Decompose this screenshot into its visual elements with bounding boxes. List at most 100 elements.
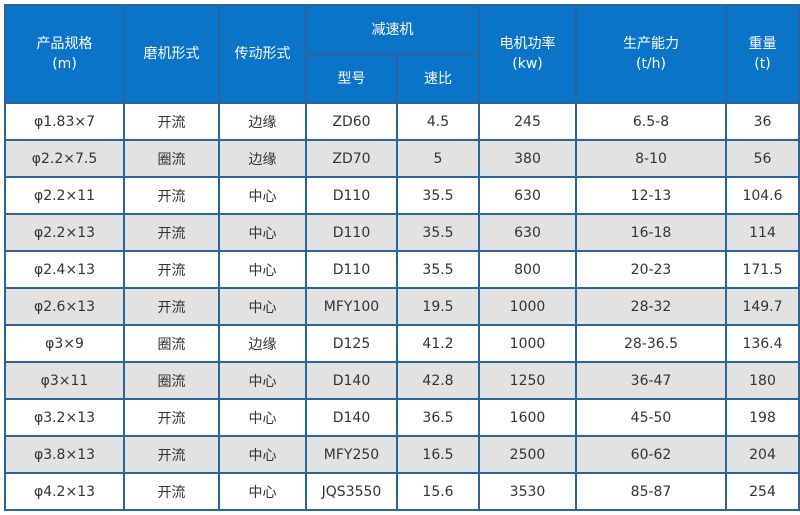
cell-capacity: 12-13 [575,176,727,215]
table-row: φ2.4×13 开流 中心 D110 35.5 800 20-23 171.5 [4,250,800,289]
table-body: φ1.83×7 开流 边缘 ZD60 4.5 245 6.5-8 36 φ2.2×7.5 圈流 边缘… [4,102,800,511]
table-row: φ3.8×13 开流 中心 MFY250 16.5 2500 60-62 204 [4,435,800,474]
cell-drive: 中心 [218,361,307,400]
cell-power: 1000 [478,324,577,363]
cell-model: D110 [305,176,398,215]
cell-spec: φ2.4×13 [4,250,125,289]
cell-mill-type: 开流 [123,287,220,326]
cell-power: 1600 [478,398,577,437]
cell-ratio: 35.5 [396,213,480,252]
cell-mill-type: 开流 [123,435,220,474]
cell-spec: φ1.83×7 [4,102,125,141]
header-capacity: 生产能力 (t/h) [575,4,727,104]
cell-spec: φ4.2×13 [4,472,125,511]
header-weight-label: 重量 [748,36,777,52]
cell-model: MFY100 [305,287,398,326]
cell-mill-type: 圈流 [123,361,220,400]
table-header: 产品规格 (m) 磨机形式 传动形式 减速机 电机功率 (kw) 生产能力 (t/h)… [4,4,800,104]
cell-mill-type: 圈流 [123,324,220,363]
cell-spec: φ2.6×13 [4,287,125,326]
header-spec-label: 产品规格 [36,36,93,52]
cell-spec: φ2.2×7.5 [4,139,125,178]
cell-capacity: 45-50 [575,398,727,437]
header-capacity-label: 生产能力 [623,36,679,52]
cell-power: 2500 [478,435,577,474]
cell-ratio: 5 [396,139,480,178]
cell-drive: 边缘 [218,139,307,178]
table-row: φ4.2×13 开流 中心 JQS3550 15.6 3530 85-87 254 [4,472,800,511]
cell-model: D110 [305,213,398,252]
cell-power: 800 [478,250,577,289]
cell-drive: 中心 [218,176,307,215]
cell-power: 630 [478,176,577,215]
cell-power: 3530 [478,472,577,511]
cell-model: D140 [305,361,398,400]
cell-power: 630 [478,213,577,252]
cell-model: ZD70 [305,139,398,178]
cell-drive: 中心 [218,398,307,437]
cell-spec: φ2.2×13 [4,213,125,252]
header-capacity-unit: (t/h) [635,56,666,72]
cell-ratio: 16.5 [396,435,480,474]
cell-weight: 104.6 [725,176,800,215]
header-model: 型号 [305,53,398,104]
cell-drive: 边缘 [218,102,307,141]
cell-capacity: 28-32 [575,287,727,326]
table-row: φ1.83×7 开流 边缘 ZD60 4.5 245 6.5-8 36 [4,102,800,141]
table-row: φ3×9 圈流 边缘 D125 41.2 1000 28-36.5 136.4 [4,324,800,363]
header-power: 电机功率 (kw) [478,4,577,104]
cell-power: 1250 [478,361,577,400]
cell-mill-type: 圈流 [123,139,220,178]
header-reducer: 减速机 [305,4,480,55]
product-spec-table: 产品规格 (m) 磨机形式 传动形式 减速机 电机功率 (kw) 生产能力 (t/h)… [4,4,800,511]
header-spec-unit: (m) [52,56,77,72]
cell-drive: 边缘 [218,324,307,363]
cell-drive: 中心 [218,287,307,326]
cell-ratio: 4.5 [396,102,480,141]
cell-spec: φ3×11 [4,361,125,400]
cell-weight: 56 [725,139,800,178]
table-row: φ3.2×13 开流 中心 D140 36.5 1600 45-50 198 [4,398,800,437]
cell-capacity: 60-62 [575,435,727,474]
cell-power: 380 [478,139,577,178]
header-mill-type: 磨机形式 [123,4,220,104]
cell-model: D140 [305,398,398,437]
header-weight-unit: (t) [754,56,771,72]
cell-model: MFY250 [305,435,398,474]
cell-mill-type: 开流 [123,102,220,141]
cell-ratio: 42.8 [396,361,480,400]
cell-model: D125 [305,324,398,363]
cell-weight: 198 [725,398,800,437]
cell-capacity: 6.5-8 [575,102,727,141]
cell-model: JQS3550 [305,472,398,511]
cell-capacity: 8-10 [575,139,727,178]
cell-drive: 中心 [218,435,307,474]
cell-mill-type: 开流 [123,398,220,437]
cell-spec: φ3.8×13 [4,435,125,474]
cell-capacity: 20-23 [575,250,727,289]
table-row: φ2.2×7.5 圈流 边缘 ZD70 5 380 8-10 56 [4,139,800,178]
table-row: φ2.2×11 开流 中心 D110 35.5 630 12-13 104.6 [4,176,800,215]
cell-drive: 中心 [218,250,307,289]
cell-power: 1000 [478,287,577,326]
cell-weight: 180 [725,361,800,400]
cell-spec: φ3.2×13 [4,398,125,437]
cell-weight: 36 [725,102,800,141]
cell-capacity: 85-87 [575,472,727,511]
cell-capacity: 28-36.5 [575,324,727,363]
header-power-unit: (kw) [512,56,543,72]
table-row: φ2.6×13 开流 中心 MFY100 19.5 1000 28-32 149.7 [4,287,800,326]
cell-weight: 254 [725,472,800,511]
cell-spec: φ3×9 [4,324,125,363]
cell-power: 245 [478,102,577,141]
header-ratio: 速比 [396,53,480,104]
cell-weight: 204 [725,435,800,474]
cell-weight: 171.5 [725,250,800,289]
cell-drive: 中心 [218,472,307,511]
header-weight: 重量 (t) [725,4,800,104]
cell-weight: 136.4 [725,324,800,363]
cell-ratio: 35.5 [396,176,480,215]
cell-capacity: 16-18 [575,213,727,252]
header-spec: 产品规格 (m) [4,4,125,104]
cell-drive: 中心 [218,213,307,252]
